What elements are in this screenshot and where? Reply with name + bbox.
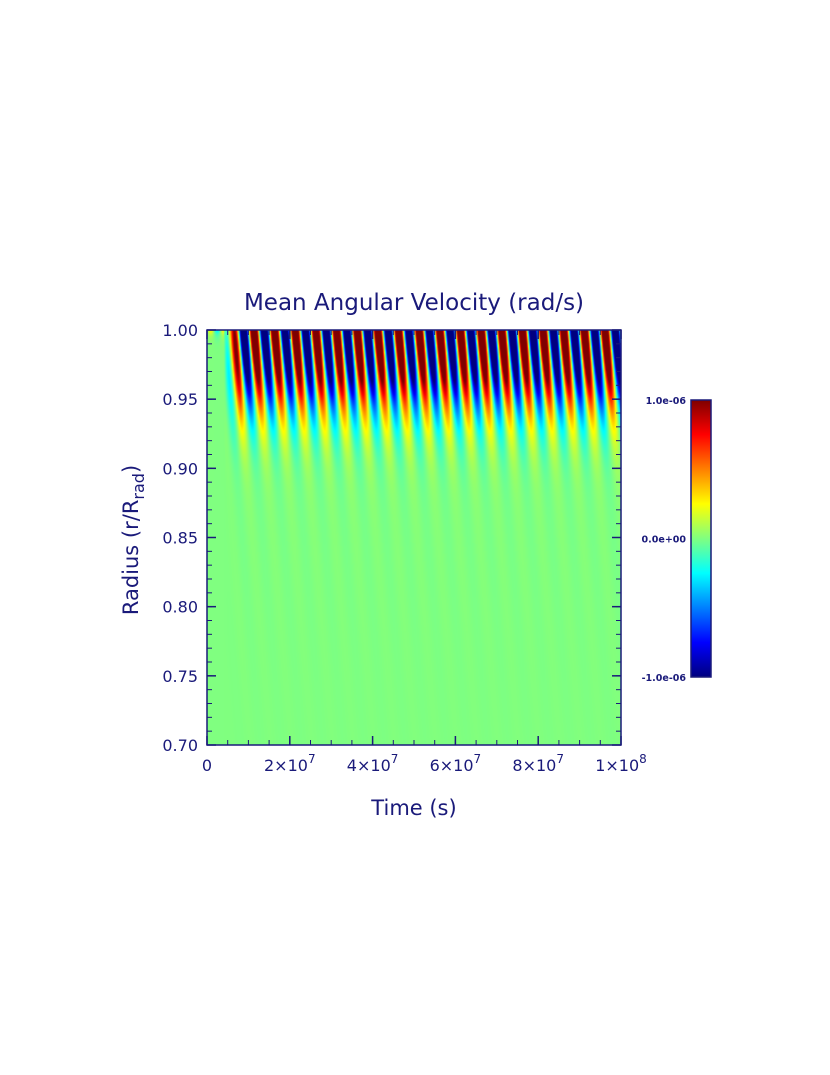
y-tick-label: 0.95 — [162, 390, 198, 409]
y-tick-label: 1.00 — [162, 321, 198, 340]
y-axis: 0.70 0.75 0.80 0.85 0.90 0.95 1.00 — [162, 321, 621, 755]
colorbar-labels: 1.0e-06 0.0e+00 -1.0e-06 — [642, 396, 687, 684]
x-tick-mantissa: 0 — [202, 756, 212, 775]
x-tick-exponent: 8 — [639, 752, 647, 766]
x-tick-exponent: 7 — [391, 752, 399, 766]
x-tick-mantissa: 1×10 — [595, 756, 639, 775]
y-tick-label: 0.75 — [162, 667, 198, 686]
x-axis: 0 2×107 4×107 6×107 8×107 1×108 — [202, 330, 647, 775]
colorbar-label: 1.0e-06 — [646, 396, 687, 407]
colorbar — [690, 399, 712, 678]
x-tick-label: 2×107 — [264, 752, 316, 775]
x-tick-exponent: 7 — [474, 752, 482, 766]
x-axis-label: Time (s) — [370, 796, 456, 820]
x-tick-label: 6×107 — [430, 752, 482, 775]
x-tick-label: 0 — [202, 756, 212, 775]
x-tick-mantissa: 2×10 — [264, 756, 308, 775]
x-tick-exponent: 7 — [308, 752, 316, 766]
x-tick-mantissa: 8×10 — [512, 756, 556, 775]
y-axis-label-sub: rad — [129, 473, 148, 500]
y-tick-label: 0.85 — [162, 529, 198, 548]
y-axis-label-close: ) — [119, 465, 143, 473]
x-tick-label: 8×107 — [512, 752, 564, 775]
chart-title: Mean Angular Velocity (rad/s) — [244, 290, 584, 316]
y-axis-label: Radius (r/Rrad) — [119, 465, 148, 615]
y-tick-label: 0.80 — [162, 598, 198, 617]
x-tick-label: 1×108 — [595, 752, 647, 775]
colorbar-label: -1.0e-06 — [642, 673, 687, 684]
x-tick-mantissa: 4×10 — [347, 756, 391, 775]
x-tick-mantissa: 6×10 — [430, 756, 474, 775]
x-tick-label: 4×107 — [347, 752, 399, 775]
y-tick-label: 0.70 — [162, 736, 198, 755]
colorbar-label: 0.0e+00 — [642, 535, 687, 546]
heatmap — [207, 330, 621, 745]
y-axis-label-main: Radius (r/R — [119, 500, 143, 616]
heatmap-image — [207, 330, 621, 745]
x-tick-exponent: 7 — [556, 752, 564, 766]
y-tick-label: 0.90 — [162, 459, 198, 478]
